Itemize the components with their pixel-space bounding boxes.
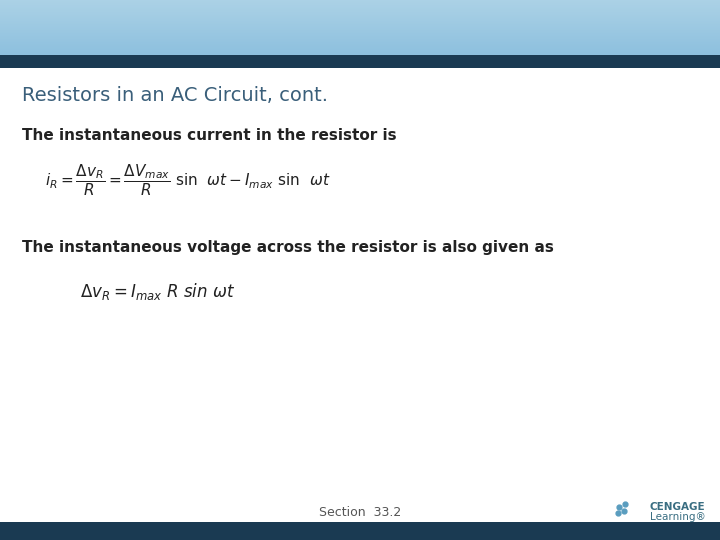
Bar: [0, 10, 720, 11]
Bar: [0, 8, 720, 9]
Bar: [0, 522, 720, 540]
Text: The instantaneous current in the resistor is: The instantaneous current in the resisto…: [22, 128, 397, 143]
Bar: [0, 22, 720, 23]
Bar: [0, 54, 720, 55]
Bar: [0, 27, 720, 28]
Bar: [0, 19, 720, 20]
Bar: [0, 21, 720, 22]
Bar: [0, 49, 720, 50]
Text: Learning®: Learning®: [650, 512, 706, 522]
Bar: [0, 18, 720, 19]
Bar: [0, 20, 720, 21]
Bar: [0, 1, 720, 2]
Bar: [0, 32, 720, 33]
Text: CENGAGE: CENGAGE: [650, 502, 706, 512]
Bar: [0, 4, 720, 5]
Bar: [0, 55, 720, 68]
Bar: [0, 7, 720, 8]
Bar: [0, 5, 720, 6]
Bar: [0, 39, 720, 40]
Bar: [0, 6, 720, 7]
Bar: [0, 15, 720, 16]
Text: Resistors in an AC Circuit, cont.: Resistors in an AC Circuit, cont.: [22, 86, 328, 105]
Bar: [0, 0, 720, 1]
Bar: [0, 50, 720, 51]
Bar: [0, 24, 720, 25]
Bar: [0, 25, 720, 26]
Bar: [0, 38, 720, 39]
Bar: [0, 35, 720, 36]
Bar: [0, 28, 720, 29]
Bar: [0, 45, 720, 46]
Bar: [0, 16, 720, 17]
Bar: [0, 11, 720, 12]
Text: $i_R = \dfrac{\Delta v_R}{R} = \dfrac{\Delta V_{max}}{R}\ \mathrm{sin}\ \ \omega: $i_R = \dfrac{\Delta v_R}{R} = \dfrac{\D…: [45, 162, 330, 198]
Bar: [0, 26, 720, 27]
Bar: [0, 29, 720, 30]
Bar: [0, 46, 720, 47]
Bar: [0, 33, 720, 34]
Bar: [0, 23, 720, 24]
Bar: [0, 43, 720, 44]
Bar: [0, 12, 720, 13]
Bar: [0, 31, 720, 32]
Bar: [0, 51, 720, 52]
Bar: [0, 9, 720, 10]
Bar: [0, 17, 720, 18]
Text: The instantaneous voltage across the resistor is also given as: The instantaneous voltage across the res…: [22, 240, 554, 255]
Bar: [0, 14, 720, 15]
Text: $\Delta v_R = I_{max}\ R\ \mathit{sin}\ \omega t$: $\Delta v_R = I_{max}\ R\ \mathit{sin}\ …: [80, 281, 235, 302]
Bar: [0, 2, 720, 3]
Bar: [0, 48, 720, 49]
Bar: [0, 44, 720, 45]
Bar: [0, 34, 720, 35]
Bar: [0, 40, 720, 41]
Bar: [0, 13, 720, 14]
Bar: [0, 42, 720, 43]
Text: Section  33.2: Section 33.2: [319, 505, 401, 518]
Bar: [0, 41, 720, 42]
Bar: [0, 53, 720, 54]
Bar: [0, 37, 720, 38]
Bar: [0, 3, 720, 4]
Bar: [0, 36, 720, 37]
Bar: [0, 30, 720, 31]
Bar: [0, 52, 720, 53]
Bar: [0, 47, 720, 48]
